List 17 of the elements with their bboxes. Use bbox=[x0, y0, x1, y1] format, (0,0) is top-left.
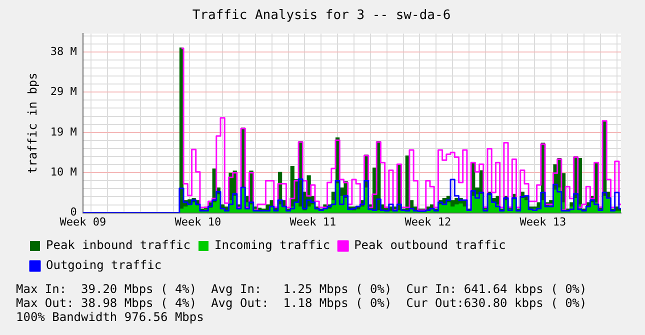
y-tick-label: 19 M bbox=[50, 125, 78, 138]
x-tick-label: Week 11 bbox=[290, 215, 336, 228]
x-tick-label: Week 10 bbox=[174, 215, 222, 228]
text: 100% Bandwidth 976.56 Mbps bbox=[16, 310, 205, 324]
y-tick-label: 29 M bbox=[50, 85, 78, 98]
legend-label: Peak outbound traffic bbox=[354, 238, 506, 252]
y-tick-label: 38 M bbox=[50, 44, 78, 58]
y-axis-title: traffic in bps bbox=[25, 72, 40, 174]
x-tick-label: Week 13 bbox=[520, 215, 566, 228]
text: Max In: 39.20 Mbps ( 4%) Avg In: 1.25 Mbps ( 0%) Cur In: 641.64 kbps ( 0%) bbox=[16, 282, 587, 296]
x-tick-label: Week 12 bbox=[404, 215, 452, 228]
chart-title: Traffic Analysis for 3 -- sw-da-6 bbox=[192, 8, 451, 24]
legend-label: Outgoing traffic bbox=[46, 258, 162, 272]
text: Max Out: 38.98 Mbps ( 4%) Avg Out: 1.18 Mbps ( 0%) Cur Out:630.80 kbps ( 0%) bbox=[16, 296, 587, 310]
y-tick-label: 10 M bbox=[50, 165, 78, 178]
legend-label: Peak inbound traffic bbox=[46, 238, 190, 252]
legend-label: Incoming traffic bbox=[214, 238, 330, 252]
